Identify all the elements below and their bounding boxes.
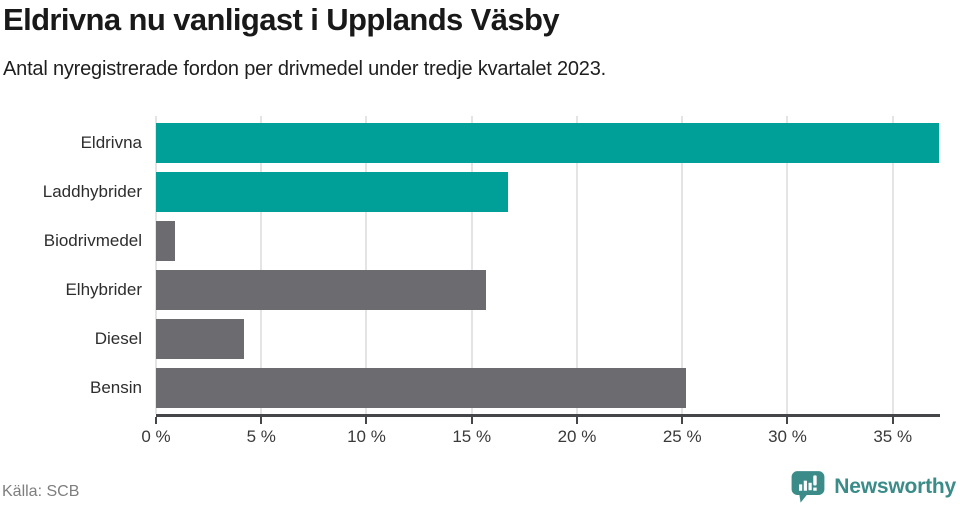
category-label-diesel: Diesel xyxy=(94,329,142,348)
x-axis-tick xyxy=(260,417,263,424)
x-tick-label: 30 % xyxy=(768,427,807,446)
gridline xyxy=(365,116,368,414)
gridline xyxy=(260,116,263,414)
x-tick-label: 20 % xyxy=(557,427,597,446)
x-axis-tick xyxy=(575,417,578,424)
gridline xyxy=(681,116,684,414)
x-tick-label: 10 % xyxy=(347,427,386,446)
bar-elhybrider xyxy=(156,270,487,310)
category-label-biodrivmedel: Biodrivmedel xyxy=(43,231,142,250)
gridline xyxy=(786,116,789,414)
x-axis-tick xyxy=(470,417,473,424)
x-axis-line xyxy=(156,414,940,417)
chart-title: Eldrivna nu vanligast i Upplands Väsby xyxy=(3,2,560,37)
plot-area: 0 % 5 % 10 % 15 % 20 % 25 % 30 % 35 % xyxy=(141,116,940,446)
category-label-laddhybrider: Laddhybrider xyxy=(42,182,142,201)
bar-eldrivna xyxy=(156,123,939,163)
category-label-bensin: Bensin xyxy=(90,378,142,397)
gridline xyxy=(470,116,473,414)
x-axis-tick xyxy=(891,417,894,424)
x-axis-tick xyxy=(786,417,789,424)
x-tick-label: 25 % xyxy=(662,427,702,446)
bar-bensin xyxy=(156,368,687,408)
brand-logo: Newsworthy xyxy=(790,469,956,504)
category-labels: Eldrivna Laddhybrider Biodrivmedel Elhybrid… xyxy=(0,118,142,414)
x-tick-label: 5 % xyxy=(246,427,276,446)
newsworthy-logo-icon xyxy=(791,471,825,503)
chart-subtitle: Antal nyregistrerade fordon per drivmede… xyxy=(3,58,607,80)
bar-diesel xyxy=(156,319,245,359)
x-axis-tick xyxy=(155,417,157,424)
category-label-eldrivna: Eldrivna xyxy=(80,133,142,152)
x-tick-label: 0 % xyxy=(141,427,171,446)
x-tick-label: 35 % xyxy=(873,427,913,446)
gridline xyxy=(155,116,157,414)
bar-laddhybrider xyxy=(156,172,508,212)
brand-name: Newsworthy xyxy=(834,474,956,498)
x-axis-tick xyxy=(365,417,368,424)
source-note: Källa: SCB xyxy=(2,483,80,500)
gridline xyxy=(575,116,578,414)
x-tick-label: 15 % xyxy=(452,427,492,446)
gridline xyxy=(891,116,894,414)
bar-biodrivmedel xyxy=(156,221,175,261)
category-label-elhybrider: Elhybrider xyxy=(65,280,142,299)
x-axis-tick xyxy=(681,417,684,424)
